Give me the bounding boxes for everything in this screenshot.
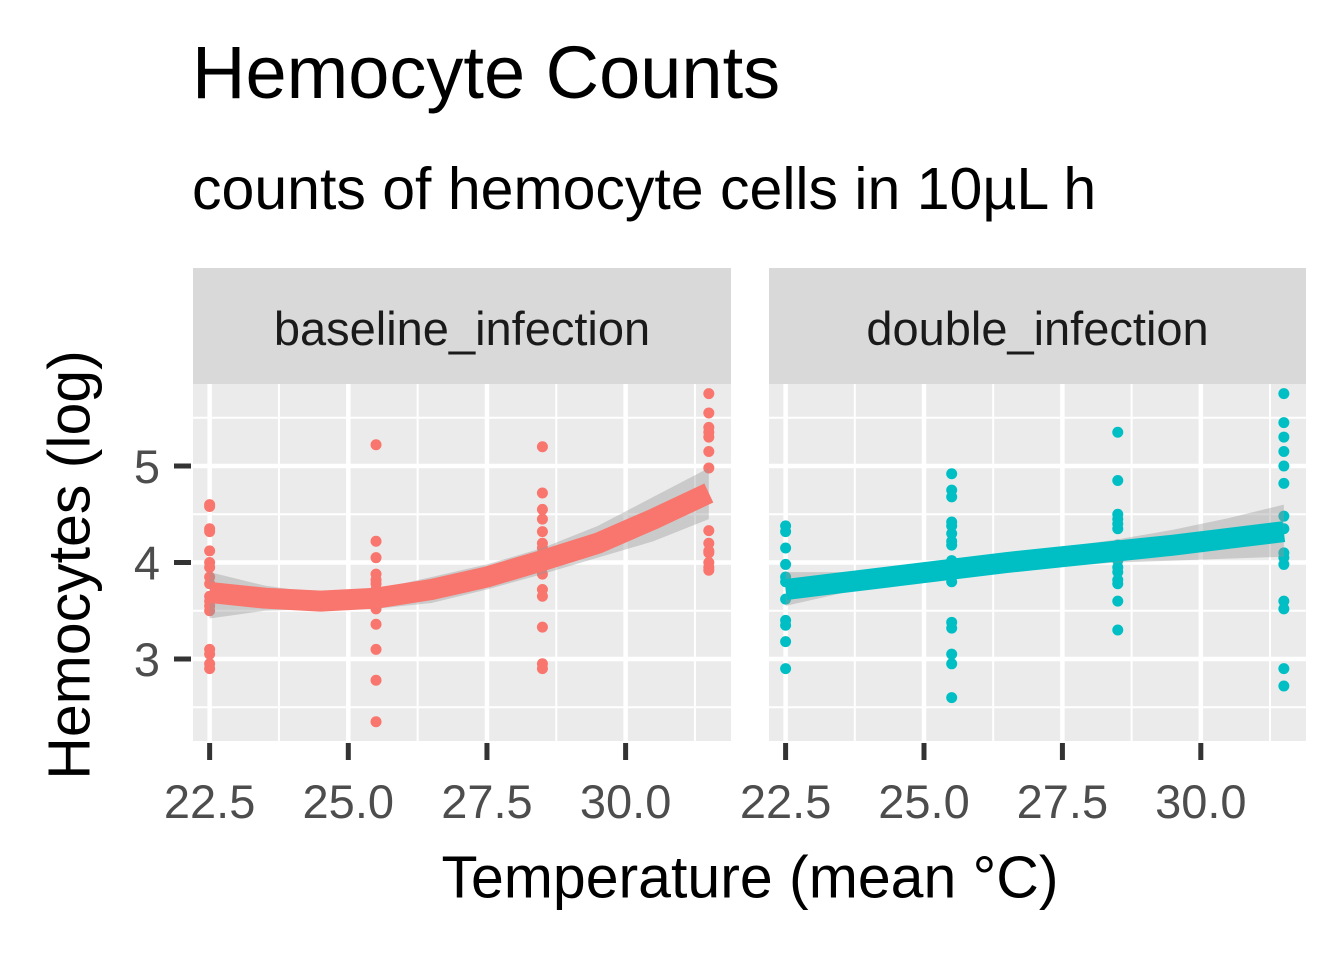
data-point	[946, 528, 958, 540]
facet-panel-baseline_infection: baseline_infection 22.5 25.0 27.5 30.0	[164, 268, 731, 828]
chart-subtitle: counts of hemocyte cells in 10µL h	[192, 156, 1097, 222]
data-point	[370, 535, 382, 547]
data-point	[536, 526, 548, 538]
data-point	[1278, 680, 1290, 692]
data-point	[1112, 578, 1124, 590]
data-point	[703, 388, 715, 400]
data-point	[204, 545, 216, 557]
data-point	[204, 663, 216, 675]
data-point	[703, 407, 715, 419]
data-point	[780, 558, 792, 570]
data-point	[1278, 595, 1290, 607]
data-point	[1112, 426, 1124, 438]
data-point	[1278, 603, 1290, 615]
data-point	[703, 537, 715, 549]
data-point	[1112, 474, 1124, 486]
data-point	[1278, 417, 1290, 429]
data-point	[204, 561, 216, 573]
x-tick-label: 30.0	[580, 775, 671, 828]
x-tick-label: 30.0	[1155, 775, 1246, 828]
chart-title: Hemocyte Counts	[192, 31, 781, 114]
data-point	[204, 648, 216, 660]
data-point	[204, 605, 216, 617]
data-point	[780, 636, 792, 648]
x-tick-label: 25.0	[878, 775, 969, 828]
x-tick-label: 22.5	[164, 775, 255, 828]
data-point	[536, 513, 548, 525]
x-axis-label: Temperature (mean °C)	[441, 844, 1059, 911]
data-point	[946, 648, 958, 660]
data-point	[204, 501, 216, 513]
x-tick-label: 22.5	[740, 775, 831, 828]
data-point	[703, 547, 715, 559]
data-point	[536, 590, 548, 602]
facet-strip-label: baseline_infection	[274, 302, 650, 355]
smooth-fit-line	[784, 521, 1286, 600]
data-point	[370, 643, 382, 655]
data-point	[370, 618, 382, 630]
x-tick-label: 25.0	[303, 775, 394, 828]
facet-panel-double_infection: double_infection 22.5 25.0 27.5 30.0	[740, 268, 1306, 828]
data-point	[370, 439, 382, 451]
data-point	[370, 716, 382, 728]
y-tick-label: 3	[134, 633, 160, 686]
data-point	[1278, 477, 1290, 489]
data-point	[536, 503, 548, 515]
data-point	[1278, 663, 1290, 675]
data-point	[780, 663, 792, 675]
data-point	[946, 491, 958, 503]
data-point	[703, 446, 715, 458]
data-point	[1278, 460, 1290, 472]
data-point	[1278, 431, 1290, 443]
data-point	[703, 564, 715, 576]
data-point	[946, 468, 958, 480]
data-point	[780, 542, 792, 554]
data-point	[1112, 595, 1124, 607]
data-point	[703, 525, 715, 537]
data-point	[536, 441, 548, 453]
data-point	[204, 526, 216, 538]
y-tick-label: 4	[134, 537, 160, 590]
data-point	[536, 663, 548, 675]
data-point	[1278, 510, 1290, 522]
data-point	[946, 658, 958, 670]
data-point	[946, 539, 958, 551]
data-point	[703, 462, 715, 474]
y-tick-label: 5	[134, 440, 160, 493]
smooth-fit-line	[208, 483, 714, 612]
data-point	[1278, 388, 1290, 400]
data-point	[1112, 624, 1124, 636]
facet-strip-label: double_infection	[866, 302, 1208, 355]
data-point	[1278, 446, 1290, 458]
data-point	[946, 622, 958, 634]
facet-strip	[193, 268, 731, 384]
x-tick-label: 27.5	[1017, 775, 1108, 828]
data-point	[370, 552, 382, 564]
data-point	[536, 487, 548, 499]
x-tick-label: 27.5	[441, 775, 532, 828]
data-point	[946, 520, 958, 532]
data-point	[370, 674, 382, 686]
data-point	[536, 621, 548, 633]
data-point	[780, 526, 792, 538]
data-point	[703, 431, 715, 443]
data-point	[1278, 558, 1290, 570]
data-point	[1112, 566, 1124, 578]
data-point	[946, 692, 958, 704]
data-point	[1112, 523, 1124, 535]
facet-strip	[769, 268, 1306, 384]
data-point	[780, 619, 792, 631]
